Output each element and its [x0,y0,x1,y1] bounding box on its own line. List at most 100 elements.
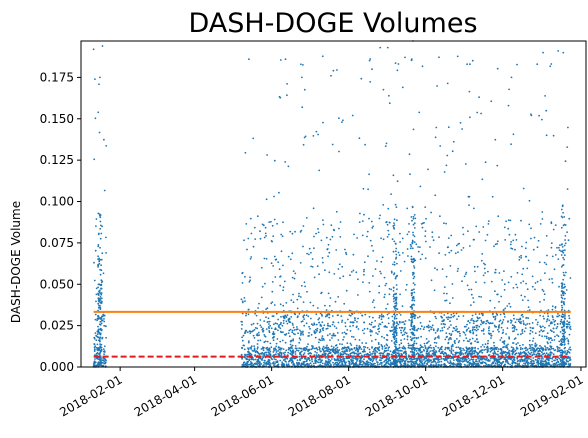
scatter-point [354,319,356,322]
scatter-point [307,357,309,359]
scatter-point [390,271,393,274]
scatter-point [457,315,460,318]
scatter-point [547,315,549,318]
scatter-point [386,236,389,238]
scatter-point [562,256,565,259]
scatter-point [383,345,386,347]
scatter-point [397,323,400,326]
scatter-point [351,359,354,361]
scatter-point [99,332,102,335]
scatter-point [447,126,450,129]
scatter-point [535,318,537,321]
scatter-point [398,346,401,349]
scatter-point [356,321,358,323]
scatter-point [508,336,510,338]
scatter-point [244,356,246,359]
scatter-point [248,58,250,61]
scatter-point [378,330,380,333]
scatter-point [100,319,103,322]
scatter-point [305,348,308,351]
scatter-point [300,284,303,287]
scatter-point [469,116,471,119]
scatter-point [495,357,497,360]
scatter-point [316,348,319,351]
scatter-point [551,360,553,363]
scatter-point [409,173,411,176]
scatter-point [494,359,497,361]
scatter-point [466,354,469,356]
scatter-point [291,252,294,255]
scatter-point [489,322,492,324]
scatter-point [545,364,548,367]
scatter-point [521,273,524,276]
scatter-point [279,347,282,350]
scatter-point [332,69,335,72]
scatter-point [375,359,378,361]
scatter-point [566,231,568,234]
scatter-point [475,320,478,323]
scatter-point [515,283,518,286]
scatter-point [404,320,407,322]
scatter-point [337,363,340,366]
scatter-point [319,323,322,326]
scatter-point [468,359,471,362]
scatter-point [504,239,507,241]
scatter-point [558,249,561,252]
scatter-point [291,232,294,235]
scatter-point [317,358,320,361]
scatter-point [568,333,571,336]
scatter-point [493,341,495,344]
scatter-point [402,345,405,348]
scatter-point [413,329,416,332]
scatter-point [264,335,267,338]
scatter-point [423,361,426,364]
scatter-point [520,254,522,257]
scatter-point [378,285,381,288]
scatter-point [470,288,473,291]
scatter-point [415,353,418,355]
scatter-point [503,289,506,291]
scatter-point [472,319,475,322]
scatter-point [512,314,515,317]
scatter-point [396,322,398,325]
scatter-point [484,161,487,164]
scatter-point [530,362,533,365]
scatter-point [394,348,397,351]
scatter-point [313,322,316,325]
scatter-point [562,251,565,254]
scatter-point [332,334,335,337]
scatter-point [486,233,489,236]
scatter-point [362,281,364,283]
scatter-point [451,297,454,299]
scatter-point [527,306,530,308]
scatter-point [97,318,100,320]
scatter-point [562,361,565,363]
scatter-point [494,353,497,355]
scatter-point [412,215,415,218]
scatter-point [427,347,430,350]
scatter-point [417,246,419,248]
scatter-point [475,324,478,327]
scatter-point [280,356,283,359]
scatter-point [531,275,534,278]
scatter-point [390,193,392,196]
scatter-point [328,271,331,274]
scatter-point [484,343,487,346]
scatter-point [332,361,334,364]
scatter-point [298,292,300,295]
scatter-point [477,328,479,331]
scatter-point [551,308,554,311]
scatter-point [516,318,518,321]
scatter-point [458,353,461,355]
scatter-point [378,359,381,361]
scatter-point [291,344,294,347]
scatter-point [533,349,535,352]
scatter-point [457,341,460,344]
chart-title: DASH-DOGE Volumes [188,8,477,39]
scatter-point [344,248,346,251]
scatter-point [489,348,492,350]
scatter-point [380,344,383,346]
scatter-point [401,347,404,349]
scatter-point [281,361,284,364]
scatter-point [436,358,438,360]
